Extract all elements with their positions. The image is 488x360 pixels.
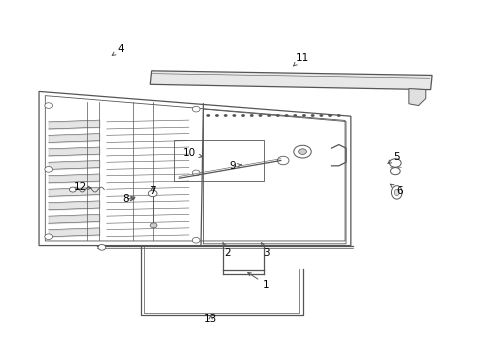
Circle shape	[45, 103, 53, 108]
Circle shape	[45, 234, 53, 239]
Circle shape	[266, 114, 270, 117]
Circle shape	[148, 190, 157, 197]
Text: 2: 2	[223, 242, 230, 258]
Circle shape	[241, 114, 244, 117]
Text: 9: 9	[229, 161, 241, 171]
Circle shape	[310, 114, 314, 117]
Circle shape	[390, 168, 399, 175]
Text: 13: 13	[203, 314, 217, 324]
Bar	[174, 140, 264, 181]
Circle shape	[232, 114, 236, 117]
Circle shape	[206, 114, 210, 117]
Circle shape	[249, 114, 253, 117]
Circle shape	[298, 149, 306, 154]
Circle shape	[275, 114, 279, 117]
Text: 12: 12	[73, 182, 91, 192]
Text: 3: 3	[261, 242, 269, 258]
Ellipse shape	[393, 189, 398, 195]
Circle shape	[150, 223, 157, 228]
Text: 8: 8	[122, 194, 135, 204]
Circle shape	[98, 244, 105, 250]
Circle shape	[389, 159, 400, 167]
Circle shape	[336, 114, 340, 117]
Circle shape	[192, 238, 200, 243]
Ellipse shape	[391, 186, 401, 199]
Text: 4: 4	[112, 44, 124, 55]
Circle shape	[319, 114, 323, 117]
Circle shape	[192, 106, 200, 112]
Circle shape	[258, 114, 262, 117]
Text: 5: 5	[387, 152, 399, 163]
Text: 10: 10	[182, 148, 202, 158]
Circle shape	[284, 114, 288, 117]
Circle shape	[215, 114, 219, 117]
Circle shape	[293, 114, 297, 117]
Circle shape	[327, 114, 331, 117]
Polygon shape	[408, 89, 425, 105]
Circle shape	[69, 187, 76, 192]
Text: 7: 7	[149, 186, 156, 195]
Text: 1: 1	[247, 273, 269, 289]
Circle shape	[293, 145, 310, 158]
Text: 11: 11	[293, 53, 308, 66]
Circle shape	[302, 114, 305, 117]
Circle shape	[223, 114, 227, 117]
Text: 6: 6	[389, 184, 402, 195]
Circle shape	[192, 170, 200, 176]
Polygon shape	[150, 71, 431, 90]
Circle shape	[45, 167, 53, 172]
Circle shape	[277, 156, 288, 165]
